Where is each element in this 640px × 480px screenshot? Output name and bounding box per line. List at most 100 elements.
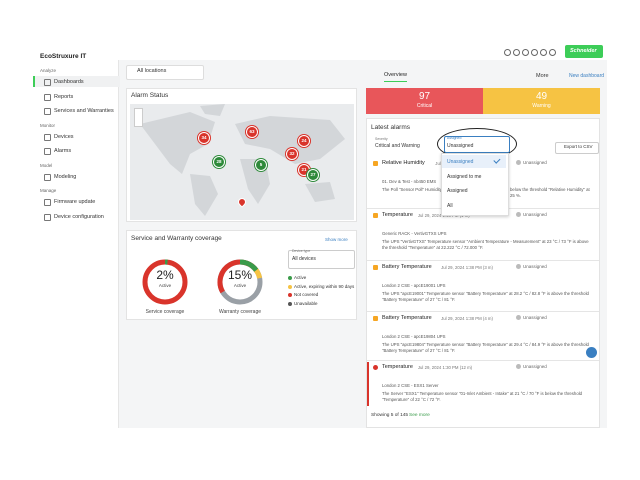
alarm-status-icon bbox=[516, 160, 521, 165]
coverage-card bbox=[126, 230, 357, 320]
export-label[interactable]: Export to CSV bbox=[564, 144, 593, 149]
map-land bbox=[140, 104, 345, 216]
legend-swatch bbox=[288, 284, 292, 289]
toolbar-icon[interactable] bbox=[549, 49, 556, 56]
alarm-icon bbox=[373, 365, 378, 370]
alarm-status-title: Alarm Status bbox=[131, 92, 169, 99]
alarm-status: Unassigned bbox=[523, 315, 547, 320]
donut-status: Active bbox=[233, 283, 247, 288]
toolbar-icon[interactable] bbox=[504, 49, 511, 56]
nav-icon bbox=[44, 93, 51, 101]
more-menu[interactable]: More bbox=[536, 73, 549, 79]
menu-option[interactable]: Unassigned bbox=[447, 159, 474, 165]
coverage-title: Service and Warranty coverage bbox=[131, 235, 222, 242]
alarm-status: Unassigned bbox=[523, 264, 547, 269]
alarm-divider bbox=[367, 260, 599, 261]
severity-value[interactable]: Critical and Warning bbox=[375, 143, 420, 149]
menu-option[interactable]: Assigned to me bbox=[447, 173, 482, 180]
donut-value-label: 2% bbox=[156, 268, 174, 282]
alarm-name[interactable]: Temperature bbox=[382, 212, 413, 218]
map-cluster[interactable]: 63 bbox=[246, 126, 258, 138]
alarm-icon bbox=[373, 213, 378, 218]
nav-heading: Model bbox=[40, 162, 53, 168]
nav-item[interactable]: Devices bbox=[54, 133, 74, 140]
brand-name: Schneider bbox=[570, 48, 597, 54]
alarm-name[interactable]: Battery Temperature bbox=[382, 264, 432, 270]
show-more[interactable]: Show more bbox=[325, 237, 348, 242]
donut-status: Active bbox=[158, 283, 172, 288]
top-bar bbox=[118, 45, 607, 60]
nav-item[interactable]: Device configuration bbox=[54, 213, 104, 220]
brand-logo: EcoStruxure IT bbox=[40, 53, 87, 60]
device-type-select[interactable] bbox=[288, 250, 355, 269]
nav-item[interactable]: Services and Warranties bbox=[54, 108, 114, 114]
alarm-message: The UPS "apcE19804" Temperature sensor "… bbox=[382, 342, 589, 353]
toolbar-icon[interactable] bbox=[522, 49, 529, 56]
map-cluster[interactable]: 24 bbox=[298, 135, 310, 147]
toolbar-icon[interactable] bbox=[540, 49, 547, 56]
alarm-status-icon bbox=[516, 364, 521, 369]
tab-overview[interactable]: Overview bbox=[384, 72, 407, 82]
alarm-accent bbox=[367, 362, 369, 406]
nav-icon bbox=[44, 173, 51, 181]
severity-label: Severity bbox=[375, 137, 388, 141]
map-cluster[interactable]: 27 bbox=[307, 169, 319, 181]
brand-badge bbox=[565, 45, 603, 58]
summary-tile[interactable] bbox=[366, 88, 483, 114]
donut-caption: Service coverage bbox=[145, 309, 185, 315]
alarm-name[interactable]: Relative Humidity bbox=[382, 160, 425, 166]
alarm-message-end: below the threshold "Relative Humidity" … bbox=[510, 187, 590, 198]
alarm-status: Unassigned bbox=[523, 364, 547, 369]
location-text[interactable]: All locations bbox=[137, 68, 167, 74]
donut bbox=[217, 259, 263, 305]
menu-option[interactable]: All bbox=[447, 203, 453, 210]
alarm-divider bbox=[367, 360, 599, 361]
alarm-device: London 2 CSE - apcE19804 UPS bbox=[382, 334, 446, 339]
nav-icon bbox=[44, 79, 51, 86]
nav-item[interactable]: Modeling bbox=[54, 173, 77, 180]
nav-item[interactable]: Firmware update bbox=[54, 199, 96, 205]
nav-icon bbox=[44, 108, 51, 115]
location-select[interactable] bbox=[126, 65, 204, 80]
toolbar-icon[interactable] bbox=[513, 49, 520, 56]
new-dashboard[interactable]: New dashboard bbox=[569, 73, 605, 79]
nav-icon bbox=[44, 213, 51, 221]
map-cluster[interactable]: 34 bbox=[198, 132, 210, 144]
alarm-icon bbox=[373, 316, 378, 321]
export-button[interactable] bbox=[555, 142, 599, 154]
alarm-time: Jul 29, 2024 1:38 PM (3 m) bbox=[441, 265, 493, 270]
nav-heading: Monitor bbox=[40, 122, 56, 128]
see-more[interactable]: See more bbox=[409, 413, 430, 418]
alarm-status-icon bbox=[516, 315, 521, 320]
nav-item[interactable]: Reports bbox=[54, 93, 74, 100]
toolbar-icon[interactable] bbox=[531, 49, 538, 56]
alarm-status: Unassigned bbox=[523, 212, 547, 217]
zoom-control[interactable] bbox=[134, 108, 143, 127]
device-type-value[interactable]: All devices bbox=[292, 256, 316, 262]
nav-item[interactable]: Dashboards bbox=[54, 79, 84, 85]
map-cluster[interactable]: 28 bbox=[213, 156, 225, 168]
alarm-device: 01. Dev & Test - nb450 EMS bbox=[382, 179, 437, 184]
summary-tile[interactable] bbox=[483, 88, 600, 114]
summary-label: Warning bbox=[532, 103, 551, 109]
legend-label: Not covered bbox=[294, 292, 319, 297]
nav-icon bbox=[44, 199, 51, 206]
alarm-name[interactable]: Temperature bbox=[382, 364, 413, 370]
nav-icon bbox=[44, 148, 51, 155]
alarm-status: Unassigned bbox=[523, 160, 547, 165]
nav-item[interactable]: Alarms bbox=[54, 148, 72, 154]
sidebar bbox=[33, 45, 119, 428]
alarm-status-icon bbox=[516, 212, 521, 217]
summary-count: 49 bbox=[535, 91, 548, 102]
device-type-label: Device type bbox=[292, 249, 311, 253]
nav-heading: Manage bbox=[40, 188, 57, 193]
menu-option[interactable]: Assigned bbox=[447, 188, 468, 195]
map-cluster[interactable]: 5 bbox=[255, 159, 267, 171]
alarm-device: Generic RACK - VertivGTXS UPS bbox=[382, 231, 447, 236]
alarm-name[interactable]: Battery Temperature bbox=[382, 315, 432, 321]
menu-selected bbox=[442, 155, 506, 168]
map-cluster[interactable]: 32 bbox=[286, 148, 298, 160]
help-button[interactable] bbox=[586, 347, 597, 358]
nav-heading: Analyze bbox=[40, 68, 57, 73]
